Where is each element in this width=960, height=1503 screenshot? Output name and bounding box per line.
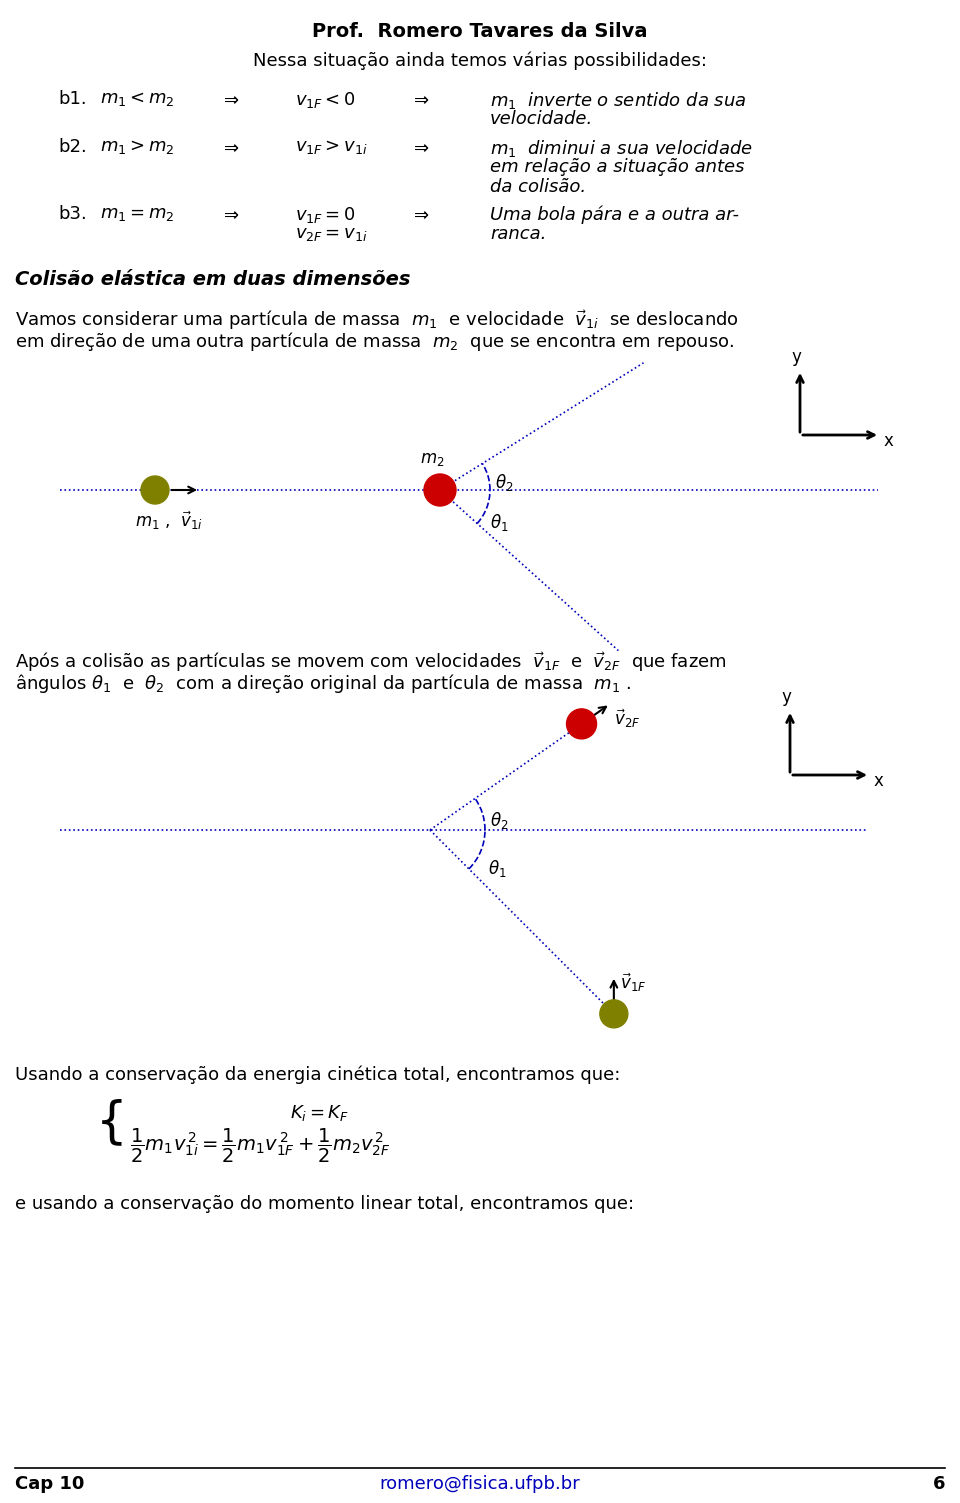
Text: e usando a conservação do momento linear total, encontramos que:: e usando a conservação do momento linear… xyxy=(15,1195,635,1213)
Text: $m_1 > m_2$: $m_1 > m_2$ xyxy=(100,138,175,156)
Text: Vamos considerar uma partícula de massa  $m_1$  e velocidade  $\vec{v}_{1i}$  se: Vamos considerar uma partícula de massa … xyxy=(15,308,739,332)
Circle shape xyxy=(600,999,628,1028)
Text: $v_{2F} = v_{1i}$: $v_{2F} = v_{1i}$ xyxy=(295,225,368,243)
Text: $\dfrac{1}{2}m_1 v_{1i}^{\,2} = \dfrac{1}{2}m_1 v_{1F}^{\,2} + \dfrac{1}{2}m_2 v: $\dfrac{1}{2}m_1 v_{1i}^{\,2} = \dfrac{1… xyxy=(130,1127,391,1165)
Text: $\theta_2$: $\theta_2$ xyxy=(490,810,509,831)
Circle shape xyxy=(566,709,596,739)
Text: y: y xyxy=(781,688,791,706)
Text: $m_1$  inverte o sentido da sua: $m_1$ inverte o sentido da sua xyxy=(490,90,747,111)
Text: $m_2$: $m_2$ xyxy=(420,449,444,467)
Text: Colisão elástica em duas dimensões: Colisão elástica em duas dimensões xyxy=(15,271,411,289)
Text: $m_1 = m_2$: $m_1 = m_2$ xyxy=(100,204,175,222)
Text: $\vec{v}_{2F}$: $\vec{v}_{2F}$ xyxy=(614,708,640,730)
Text: $\theta_2$: $\theta_2$ xyxy=(495,472,514,493)
Text: velocidade.: velocidade. xyxy=(490,110,593,128)
Text: $\theta_1$: $\theta_1$ xyxy=(488,858,507,879)
Circle shape xyxy=(141,476,169,504)
Text: $\{$: $\{$ xyxy=(95,1097,123,1148)
Text: Após a colisão as partículas se movem com velocidades  $\vec{v}_{1F}$  e  $\vec{: Após a colisão as partículas se movem co… xyxy=(15,649,727,673)
Text: b2.: b2. xyxy=(58,138,86,156)
Text: $\Rightarrow$: $\Rightarrow$ xyxy=(410,138,430,156)
Text: b1.: b1. xyxy=(58,90,86,108)
Text: $m_1$  diminui a sua velocidade: $m_1$ diminui a sua velocidade xyxy=(490,138,753,159)
Text: $v_{1F} > v_{1i}$: $v_{1F} > v_{1i}$ xyxy=(295,138,368,156)
Text: Cap 10: Cap 10 xyxy=(15,1474,84,1492)
Text: x: x xyxy=(884,431,894,449)
Text: romero@fisica.ufpb.br: romero@fisica.ufpb.br xyxy=(379,1474,581,1492)
Text: da colisão.: da colisão. xyxy=(490,177,587,195)
Text: $K_i = K_F$: $K_i = K_F$ xyxy=(290,1103,349,1123)
Text: ranca.: ranca. xyxy=(490,225,546,243)
Text: $\vec{v}_{1F}$: $\vec{v}_{1F}$ xyxy=(620,972,646,995)
Text: $\Rightarrow$: $\Rightarrow$ xyxy=(220,90,240,108)
Text: Usando a conservação da energia cinética total, encontramos que:: Usando a conservação da energia cinética… xyxy=(15,1066,620,1084)
Text: y: y xyxy=(791,349,801,367)
Text: ângulos $\theta_1$  e  $\theta_2$  com a direção original da partícula de massa : ângulos $\theta_1$ e $\theta_2$ com a di… xyxy=(15,672,631,694)
Text: 6: 6 xyxy=(932,1474,945,1492)
Circle shape xyxy=(424,473,456,507)
Text: $\theta_1$: $\theta_1$ xyxy=(490,513,509,534)
Text: b3.: b3. xyxy=(58,204,86,222)
Text: $v_{1F} = 0$: $v_{1F} = 0$ xyxy=(295,204,355,225)
Text: em direção de uma outra partícula de massa  $m_2$  que se encontra em repouso.: em direção de uma outra partícula de mas… xyxy=(15,331,734,353)
Text: Prof.  Romero Tavares da Silva: Prof. Romero Tavares da Silva xyxy=(312,23,648,41)
Text: $\Rightarrow$: $\Rightarrow$ xyxy=(410,204,430,222)
Text: Uma bola pára e a outra ar-: Uma bola pára e a outra ar- xyxy=(490,204,739,224)
Text: em relação a situação antes: em relação a situação antes xyxy=(490,158,745,176)
Text: $v_{1F} < 0$: $v_{1F} < 0$ xyxy=(295,90,355,110)
Text: $\Rightarrow$: $\Rightarrow$ xyxy=(220,138,240,156)
Text: x: x xyxy=(874,773,884,791)
Text: $m_1 < m_2$: $m_1 < m_2$ xyxy=(100,90,175,108)
Text: $\Rightarrow$: $\Rightarrow$ xyxy=(410,90,430,108)
Text: $m_1$ ,  $\vec{v}_{1i}$: $m_1$ , $\vec{v}_{1i}$ xyxy=(135,510,203,532)
Text: $\Rightarrow$: $\Rightarrow$ xyxy=(220,204,240,222)
Text: Nessa situação ainda temos várias possibilidades:: Nessa situação ainda temos várias possib… xyxy=(253,53,707,71)
